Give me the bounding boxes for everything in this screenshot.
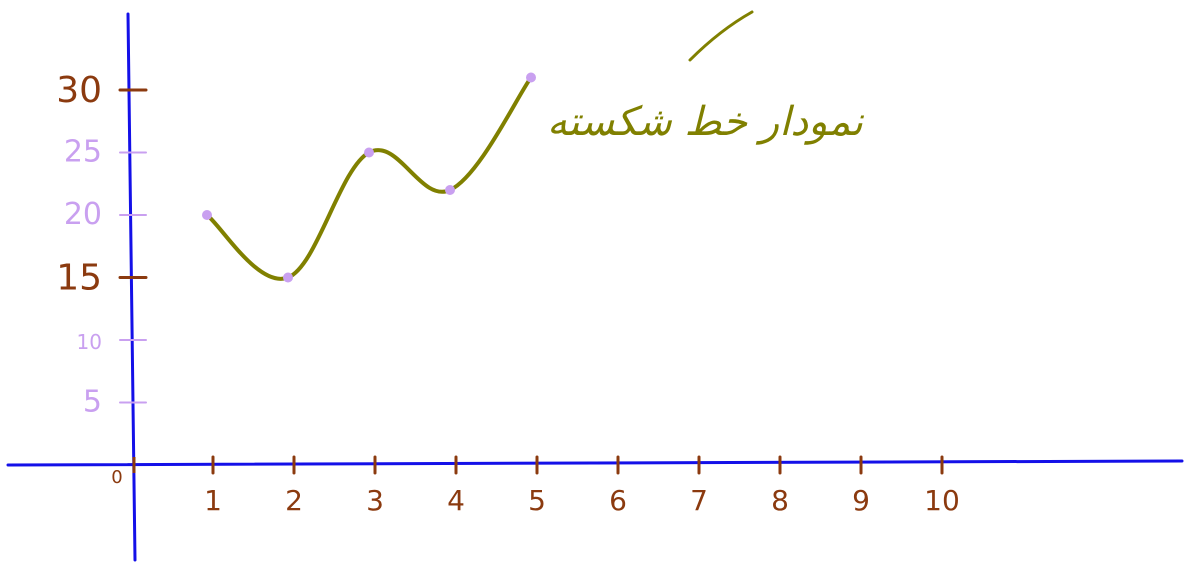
data-point: [445, 185, 455, 195]
data-point: [283, 272, 293, 283]
chart-title: نمودار خط شکسته: [547, 99, 865, 145]
x-ticks: 1 2 3 4 5 6 7 8 9 10: [132, 455, 960, 517]
axes: [6, 12, 1184, 562]
x-tick-label: 9: [852, 484, 870, 517]
x-axis: [6, 459, 1184, 467]
data-point: [526, 72, 536, 83]
x-tick-label: 6: [609, 484, 627, 517]
y-tick-label: 10: [77, 330, 102, 354]
series-layer: [202, 72, 536, 283]
y-tick-label: 20: [64, 197, 102, 232]
x-tick-label: 8: [771, 484, 789, 517]
title-flourish: [688, 10, 754, 62]
y-tick-label: 5: [83, 385, 102, 420]
series-line: [205, 75, 533, 281]
y-tick-label: 15: [56, 258, 102, 299]
y-ticks: 5 10 15 20 25 30: [56, 70, 148, 420]
y-tick-label: 30: [56, 70, 102, 111]
data-point: [202, 210, 212, 220]
x-tick-label: 2: [285, 484, 303, 517]
x-tick-label: 5: [528, 484, 546, 517]
y-tick-label: 25: [64, 135, 102, 170]
x-tick-label: 3: [366, 484, 384, 517]
x-tick-label: 1: [204, 484, 222, 517]
origin-label: 0: [111, 467, 122, 488]
x-tick-label: 4: [447, 484, 465, 517]
data-point: [364, 147, 374, 158]
y-axis: [126, 12, 137, 562]
x-tick-label: 7: [690, 484, 708, 517]
x-tick-label: 10: [924, 484, 960, 517]
